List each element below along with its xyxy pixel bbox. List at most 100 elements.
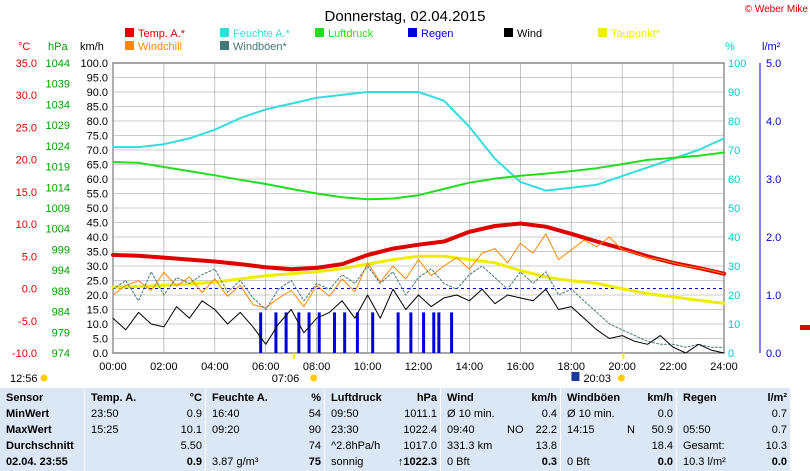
- stats-cell-1-3: 3.87 g/m³ 75: [212, 455, 321, 470]
- stats-col-header-3: Wind km/h: [447, 391, 557, 406]
- tick-pressure-8: 1014: [46, 182, 70, 194]
- series-lines: [111, 91, 726, 354]
- legend-swatch-3: [408, 28, 417, 37]
- tick-humidity-1: 10: [728, 319, 740, 331]
- stats-cell-left: Gesamt:: [683, 440, 725, 452]
- stats-col-unit-2: hPa: [416, 392, 437, 404]
- legend-label-1: Feuchte A.*: [233, 28, 291, 40]
- stats-cell-left: Ø 10 min.: [447, 408, 495, 420]
- tick-wind-4: 20.0: [87, 290, 108, 302]
- tick-rain-4: 4.0: [766, 116, 781, 128]
- stats-cell-3-2: 331.3 km 13.8: [447, 439, 557, 454]
- stats-col-title-1: Feuchte A.: [212, 392, 268, 404]
- stats-cell-1-0: 16:40 54: [212, 407, 321, 422]
- axis-unit-temp: °C: [18, 41, 30, 53]
- stats-col-5: Regen l/m² 0.7 05:50 0.7 Gesamt: 10.3 10.3 l/m²…: [676, 388, 791, 471]
- tick-rain-0: 0.0: [766, 348, 781, 360]
- stats-col-2: Luftdruck hPa 09:50 1011.1 23:30 1022.4 ^2.8hP…: [324, 388, 441, 471]
- tick-wind-16: 80.0: [87, 116, 108, 128]
- stats-col-title-0: Temp. A.: [91, 392, 137, 404]
- tick-pressure-11: 1029: [46, 120, 70, 132]
- rain-bar-5: [317, 312, 321, 353]
- stats-cell-2-2: ^2.8hPa/h 1017.0: [331, 439, 437, 454]
- sunset-label: 20:03: [583, 373, 611, 385]
- tick-rain-3: 3.0: [766, 174, 781, 186]
- tick-humidity-6: 60: [728, 174, 740, 186]
- grid-lines: [112, 62, 725, 354]
- rain-bar-11: [409, 312, 413, 353]
- tick-x-0: 00:00: [99, 361, 127, 373]
- sunrise-icon: [310, 374, 318, 382]
- legend-label-4: Wind: [517, 28, 542, 40]
- stats-cell-right: 75: [308, 456, 321, 468]
- tick-wind-15: 75.0: [87, 131, 108, 143]
- tick-x-6: 12:00: [405, 361, 433, 373]
- rain-bar-6: [332, 312, 336, 353]
- stats-col-header-2: Luftdruck hPa: [331, 391, 437, 406]
- rain-bars: [259, 312, 454, 353]
- tick-humidity-4: 40: [728, 232, 740, 244]
- stats-cell-right: 1011.1: [404, 408, 437, 420]
- tick-x-3: 06:00: [252, 361, 280, 373]
- stats-cell-right: 10.1: [180, 424, 202, 436]
- stats-cell-mid: N: [627, 424, 635, 436]
- stats-cell-2-3: sonnig ↑1022.3: [331, 455, 437, 470]
- stats-cell-left: 09:20: [212, 424, 240, 436]
- tick-humidity-2: 20: [728, 290, 740, 302]
- stats-cell-right: 22.2: [535, 424, 557, 436]
- rain-bar-7: [343, 312, 347, 353]
- tick-pressure-12: 1034: [46, 99, 70, 111]
- stats-col-header-4: Windböen km/h: [567, 391, 673, 406]
- axis-unit-wind: km/h: [80, 41, 104, 53]
- stats-label-avg: Durchschnitt: [6, 440, 74, 452]
- legend-label-5: Taupunkt*: [611, 28, 661, 40]
- tick-rain-5: 5.0: [766, 58, 781, 70]
- rain-bar-4: [307, 312, 311, 353]
- stats-cell-3-1: 09:40 NO 22.2: [447, 423, 557, 438]
- stats-cell-right: 0.4: [541, 408, 557, 420]
- legend-label-2: Luftdruck: [328, 28, 374, 40]
- stats-cell-4-0: Ø 10 min. 0.0: [567, 407, 673, 422]
- tick-humidity-5: 50: [728, 203, 740, 215]
- weather-chart: Donnerstag, 02.04.2015 © Weber Mike Temp…: [10, 4, 810, 385]
- tick-pressure-3: 989: [52, 286, 70, 298]
- stats-col-unit-4: km/h: [647, 392, 673, 404]
- tick-wind-11: 55.0: [87, 189, 108, 201]
- stats-cell-right: 0.0: [771, 456, 787, 468]
- series-line-5: [112, 265, 725, 348]
- stats-col-title-2: Luftdruck: [331, 392, 382, 404]
- tick-x-2: 04:00: [201, 361, 229, 373]
- stats-cell-right: 0.9: [186, 456, 202, 468]
- tick-x-1: 02:00: [150, 361, 178, 373]
- tick-x-10: 20:00: [608, 361, 636, 373]
- tick-pressure-5: 999: [52, 244, 70, 256]
- legend-swatch-6: [125, 41, 134, 50]
- tick-x-12: 24:00: [710, 361, 738, 373]
- stats-col-title-5: Regen: [683, 392, 717, 404]
- stats-col-1: Feuchte A.% 16:40 54 09:20 90 74 3.87 g/m³ 75: [205, 388, 325, 471]
- tick-temp-4: 10.0: [16, 219, 37, 231]
- tick-wind-17: 85.0: [87, 102, 108, 114]
- stats-cell-left: 14:15: [567, 424, 595, 436]
- tick-wind-6: 30.0: [87, 261, 108, 273]
- tick-temp-9: 35.0: [16, 58, 37, 70]
- legend-swatch-1: [220, 28, 229, 37]
- stats-cell-4-2: 18.4: [567, 439, 673, 454]
- stats-cell-left: Ø 10 min.: [567, 408, 615, 420]
- tick-wind-18: 90.0: [87, 87, 108, 99]
- tick-wind-14: 70.0: [87, 145, 108, 157]
- stats-cell-left: 23:50: [91, 408, 119, 420]
- tick-temp-8: 30.0: [16, 90, 37, 102]
- tick-pressure-14: 1044: [46, 58, 70, 70]
- rain-bar-14: [437, 312, 441, 353]
- stats-cell-right: 0.3: [541, 456, 557, 468]
- rain-bar-0: [259, 312, 263, 353]
- stats-cell-4-1: 14:15 N 50.9: [567, 423, 673, 438]
- tick-pressure-9: 1019: [46, 162, 70, 174]
- tick-rain-1: 1.0: [766, 290, 781, 302]
- sunset-sun-icon: [617, 374, 625, 382]
- axis-units: °C hPa km/h% l/m²: [18, 41, 781, 53]
- tick-temp-7: 25.0: [16, 122, 37, 134]
- tick-pressure-13: 1039: [46, 79, 70, 91]
- axis-unit-humidity: %: [725, 41, 735, 53]
